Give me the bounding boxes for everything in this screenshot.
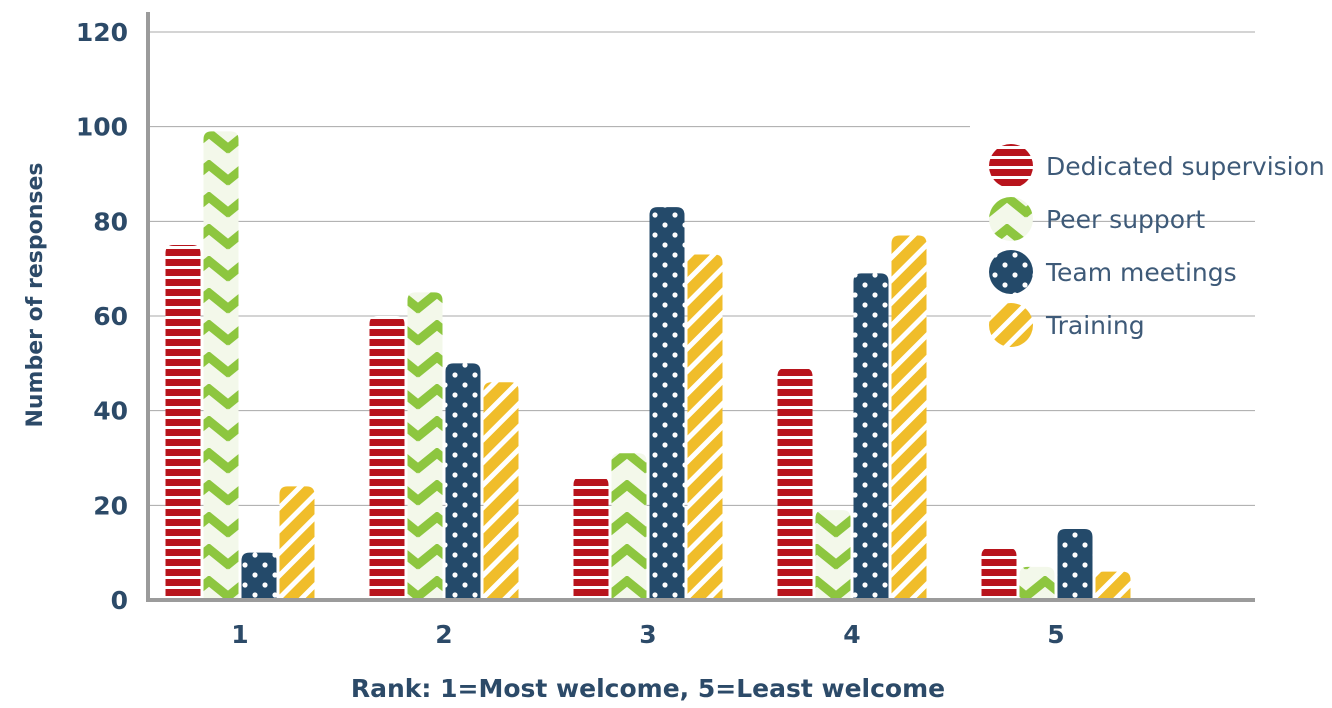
bar-peer-support-rank-3 — [611, 453, 647, 600]
bar-dedicated-supervision-rank-1 — [165, 245, 201, 600]
legend-label: Peer support — [1046, 205, 1205, 234]
legend-label: Training — [1045, 311, 1145, 340]
legend-label: Team meetings — [1045, 258, 1237, 287]
x-tick-label: 1 — [231, 620, 248, 649]
bars — [165, 131, 1131, 601]
bar-dedicated-supervision-rank-4 — [777, 368, 813, 600]
y-tick-label: 80 — [93, 207, 128, 236]
legend-swatch — [989, 250, 1033, 294]
legend-swatch — [989, 144, 1033, 188]
bar-dedicated-supervision-rank-5 — [981, 547, 1017, 600]
bar-peer-support-rank-1 — [203, 131, 239, 600]
legend-item: Dedicated supervision — [989, 144, 1325, 188]
y-tick-label: 100 — [76, 113, 128, 142]
legend-label: Dedicated supervision — [1046, 152, 1325, 181]
x-tick-label: 5 — [1047, 620, 1064, 649]
bar-training-rank-4 — [891, 235, 927, 601]
bar-dedicated-supervision-rank-2 — [369, 316, 405, 600]
bar-peer-support-rank-4 — [815, 510, 851, 600]
legend: Dedicated supervision Peer support Team me… — [989, 144, 1325, 347]
x-tick-label: 4 — [843, 620, 860, 649]
y-tick-label: 0 — [111, 586, 128, 615]
bar-team-meetings-rank-2 — [445, 363, 481, 600]
axes: 0 20 40 60 80 100 120 1 2 3 4 5 — [76, 12, 1255, 649]
legend-item: Training — [989, 303, 1145, 347]
y-tick-label: 60 — [93, 302, 128, 331]
bar-training-rank-2 — [483, 382, 519, 600]
bar-team-meetings-rank-5 — [1057, 529, 1093, 600]
legend-item: Team meetings — [989, 250, 1237, 294]
legend-swatch — [989, 197, 1033, 241]
bar-dedicated-supervision-rank-3 — [573, 476, 609, 600]
bar-team-meetings-rank-3 — [649, 207, 685, 600]
bar-training-rank-3 — [687, 254, 723, 600]
y-tick-label: 20 — [93, 491, 128, 520]
bar-training-rank-1 — [279, 486, 315, 600]
bar-training-rank-5 — [1095, 571, 1131, 600]
x-tick-label: 3 — [639, 620, 656, 649]
x-axis-title: Rank: 1=Most welcome, 5=Least welcome — [351, 674, 945, 703]
legend-item: Peer support — [989, 197, 1205, 241]
legend-swatch — [989, 303, 1033, 347]
bar-team-meetings-rank-4 — [853, 273, 889, 600]
bar-peer-support-rank-5 — [1019, 566, 1055, 600]
bar-team-meetings-rank-1 — [241, 552, 277, 600]
y-axis-title: Number of responses — [23, 162, 48, 427]
bar-peer-support-rank-2 — [407, 292, 443, 600]
y-tick-label: 120 — [76, 18, 128, 47]
x-tick-label: 2 — [435, 620, 452, 649]
y-tick-label: 40 — [93, 397, 128, 426]
